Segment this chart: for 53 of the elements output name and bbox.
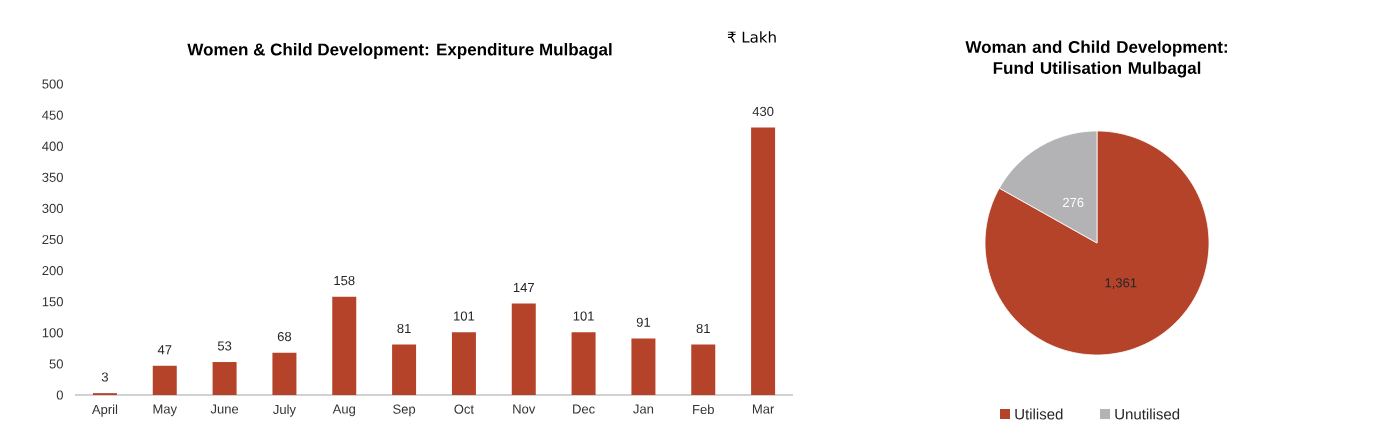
y-tick-label: 350 (42, 172, 63, 182)
data-label: 158 (334, 275, 355, 286)
data-label: 430 (752, 106, 774, 117)
y-tick-label: 200 (42, 266, 63, 276)
x-tick-label: July (273, 404, 296, 417)
x-tick-label: May (153, 404, 178, 417)
bar (272, 352, 297, 395)
y-tick-label: 150 (42, 297, 63, 307)
legend-label: Unutilised (1115, 408, 1180, 420)
x-tick-label: Jan (633, 404, 654, 414)
x-tick-label: April (91, 404, 118, 417)
bar (152, 365, 177, 395)
data-label: 91 (636, 317, 651, 327)
chart-title: Women & Child Development: Expenditure Mulbagal (187, 43, 612, 59)
y-tick-label: 300 (42, 203, 63, 213)
legend-label: Utilised (1015, 408, 1063, 420)
x-tick-label: Aug (332, 404, 355, 417)
data-label: 101 (573, 311, 594, 321)
y-tick-label: 450 (42, 110, 63, 120)
bar (392, 344, 417, 395)
data-label: 81 (397, 323, 411, 334)
x-tick-label: Oct (454, 404, 474, 414)
bar (332, 296, 357, 395)
bar (751, 127, 776, 395)
y-tick-label: 0 (56, 390, 63, 400)
x-tick-label: Nov (513, 404, 536, 414)
text: ₹ Lakh (727, 31, 776, 43)
y-tick-label: 500 (42, 79, 63, 89)
data-label: 81 (696, 323, 710, 334)
bar (631, 338, 656, 395)
data-label: 1,361 (1105, 278, 1137, 289)
chart-title: Woman and Child Development: Fund Utilisation Mulbagal (965, 40, 1227, 78)
data-label: 101 (454, 311, 475, 321)
data-label: 47 (157, 345, 172, 355)
y-tick-label: 100 (42, 328, 63, 338)
y-tick-label: 400 (42, 141, 63, 151)
data-label: 68 (277, 331, 292, 342)
y-tick-label: 50 (49, 359, 63, 369)
bar (571, 332, 596, 395)
x-tick-label: June (210, 404, 239, 414)
data-label: 276 (1063, 197, 1084, 208)
x-tick-label: Feb (693, 404, 714, 415)
x-tick-label: Dec (573, 404, 595, 414)
bar (511, 303, 536, 395)
y-tick-label: 250 (42, 234, 63, 245)
data-label: 53 (217, 341, 232, 351)
x-tick-label: Sep (393, 404, 416, 417)
bar (691, 344, 716, 395)
x-tick-label: Mar (752, 404, 775, 414)
bar (451, 332, 476, 395)
data-label: 3 (101, 372, 108, 382)
data-label: 147 (513, 283, 534, 293)
bar (212, 362, 237, 395)
